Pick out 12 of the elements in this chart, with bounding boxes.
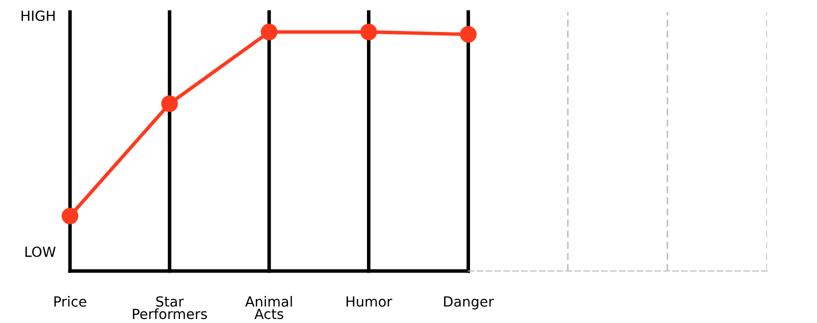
- annotation: LOW: [25, 246, 56, 258]
- x-tick-label: Star Performers: [132, 296, 207, 320]
- text: HIGH: [22, 10, 55, 22]
- x-tick-label: Danger: [444, 296, 494, 310]
- x-tick-label: Price: [54, 296, 86, 307]
- point: [460, 26, 477, 43]
- point: [260, 24, 278, 40]
- point: [62, 208, 78, 224]
- point: [360, 24, 378, 40]
- x-tick-label: Humor: [346, 296, 392, 307]
- x-tick-label: Animal Acts: [245, 296, 292, 320]
- point: [161, 95, 178, 112]
